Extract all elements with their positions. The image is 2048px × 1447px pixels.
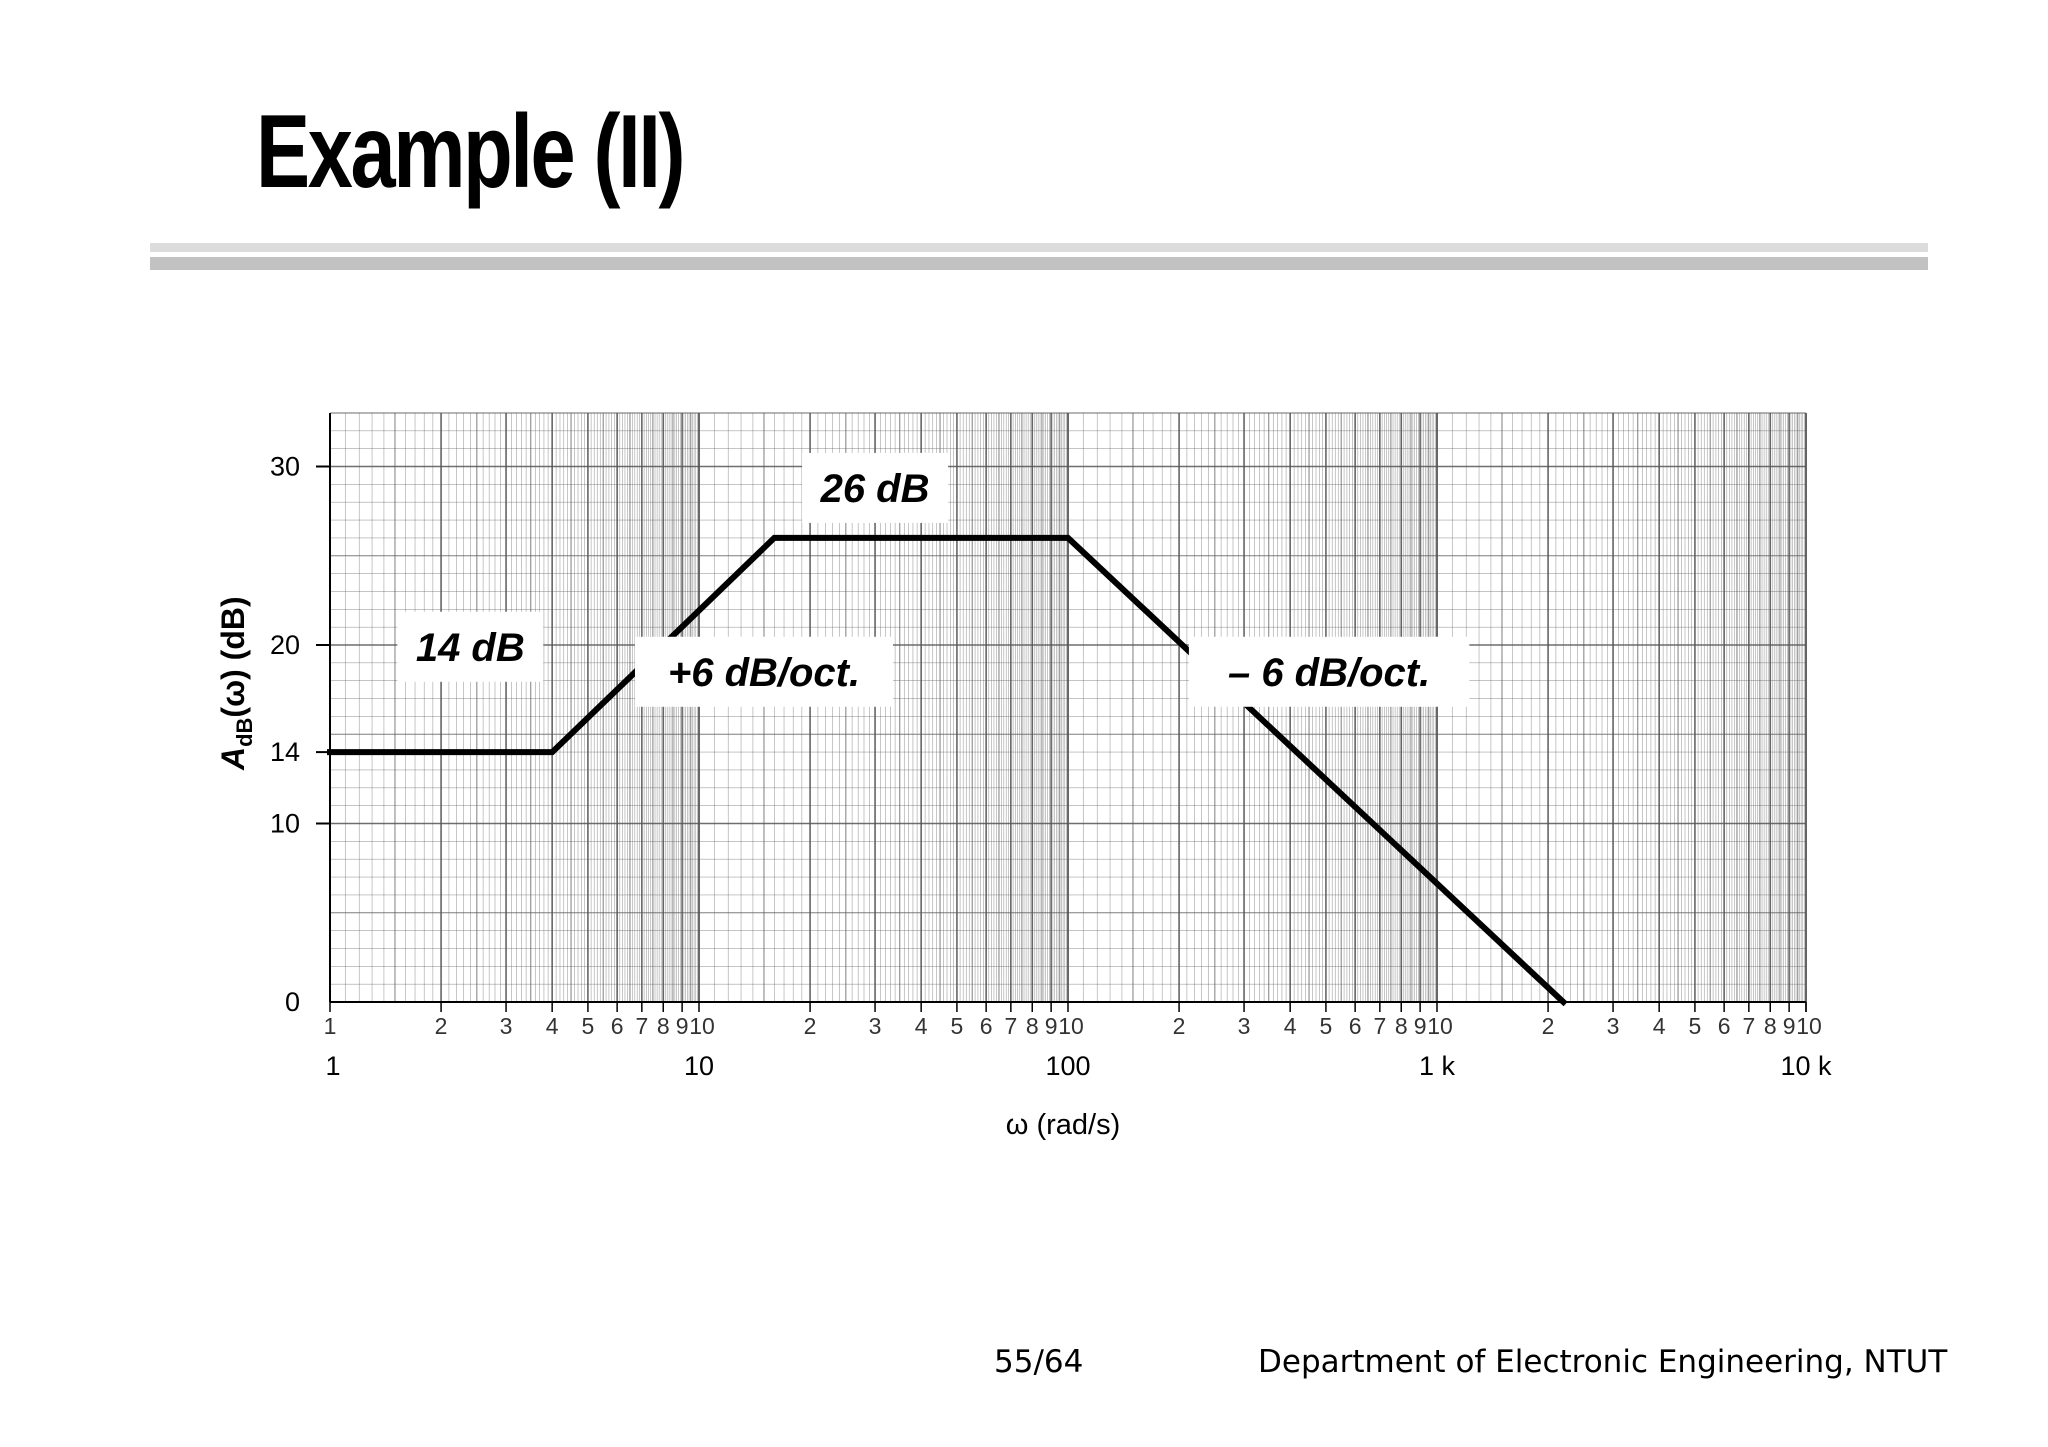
x-minor-tick-label: 3 (500, 1013, 513, 1039)
x-minor-tick-label: 5 (951, 1013, 964, 1039)
annotation-box (802, 452, 949, 523)
x-minor-tick-label: 10 (1796, 1013, 1822, 1039)
x-minor-tick-label: 4 (1653, 1013, 1666, 1039)
x-minor-tick-label: 9 (1414, 1013, 1427, 1039)
x-minor-tick-label: 2 (1542, 1013, 1555, 1039)
x-minor-tick-label: 7 (1373, 1013, 1386, 1039)
x-minor-tick-label: 10 (1427, 1013, 1453, 1039)
x-minor-tick-label: 6 (611, 1013, 624, 1039)
x-minor-tick-label: 10 (1058, 1013, 1084, 1039)
x-minor-tick-label: 2 (1173, 1013, 1186, 1039)
annotation-label: +6 dB/oct. (668, 651, 860, 695)
x-minor-tick-label: 2 (435, 1013, 448, 1039)
page-number: 55/64 (994, 1344, 1084, 1380)
x-minor-tick-label: 9 (1045, 1013, 1058, 1039)
x-minor-tick-label: 3 (869, 1013, 882, 1039)
x-minor-tick-label: 1 (324, 1013, 337, 1039)
x-minor-tick-label: 9 (676, 1013, 689, 1039)
x-decade-label: 10 (684, 1051, 714, 1081)
x-minor-tick-label: 7 (1742, 1013, 1755, 1039)
x-decade-label: 10 k (1780, 1051, 1832, 1081)
x-minor-tick-label: 6 (980, 1013, 993, 1039)
x-minor-tick-label: 5 (1320, 1013, 1333, 1039)
title-divider-bottom (150, 257, 1928, 270)
x-minor-tick-label: 3 (1607, 1013, 1620, 1039)
y-tick-label: 10 (270, 809, 300, 839)
chart-annotations: 14 dB 26 dB +6 dB/oct. – 6 dB/oct. (397, 452, 1470, 707)
x-minor-tick-label: 8 (1395, 1013, 1408, 1039)
annotation-label: 26 dB (820, 467, 930, 511)
y-axis-title: AdB(ω) (dB) (215, 596, 257, 771)
x-minor-tick-label: 6 (1718, 1013, 1731, 1039)
x-minor-tick-label: 8 (1764, 1013, 1777, 1039)
annotation-label: – 6 dB/oct. (1228, 651, 1430, 695)
x-minor-tick-label: 4 (546, 1013, 559, 1039)
title-divider-top (150, 243, 1928, 252)
x-minor-tick-label: 6 (1349, 1013, 1362, 1039)
x-decade-label: 1 (325, 1051, 340, 1081)
y-tick-label: 14 (270, 737, 300, 767)
x-minor-tick-label: 8 (657, 1013, 670, 1039)
annotation-label: 14 dB (416, 626, 525, 670)
chart-grid (329, 412, 1807, 1003)
x-minor-tick-label: 9 (1783, 1013, 1796, 1039)
footer-department: Department of Electronic Engineering, NT… (1258, 1344, 1948, 1380)
x-decade-label: 100 (1045, 1051, 1090, 1081)
x-decade-label: 1 k (1419, 1051, 1456, 1081)
x-axis-title: ω (rad/s) (1006, 1109, 1121, 1141)
annotation-box (397, 611, 544, 682)
x-minor-tick-label: 5 (1689, 1013, 1702, 1039)
annotation-box (634, 636, 893, 707)
y-tick-label: 20 (270, 630, 300, 660)
x-minor-tick-label: 5 (582, 1013, 595, 1039)
x-minor-tick-label: 4 (915, 1013, 928, 1039)
x-minor-tick-label: 2 (804, 1013, 817, 1039)
x-minor-tick-label: 7 (635, 1013, 648, 1039)
x-minor-tick-label: 7 (1004, 1013, 1017, 1039)
x-minor-tick-label: 10 (689, 1013, 715, 1039)
y-tick-label: 0 (285, 987, 300, 1017)
y-tick-label: 30 (270, 452, 300, 482)
annotation-box (1188, 636, 1470, 707)
x-minor-tick-label: 4 (1284, 1013, 1297, 1039)
slide-title: Example (II) (256, 94, 686, 210)
x-minor-tick-label: 8 (1026, 1013, 1039, 1039)
x-minor-tick-label: 3 (1238, 1013, 1251, 1039)
